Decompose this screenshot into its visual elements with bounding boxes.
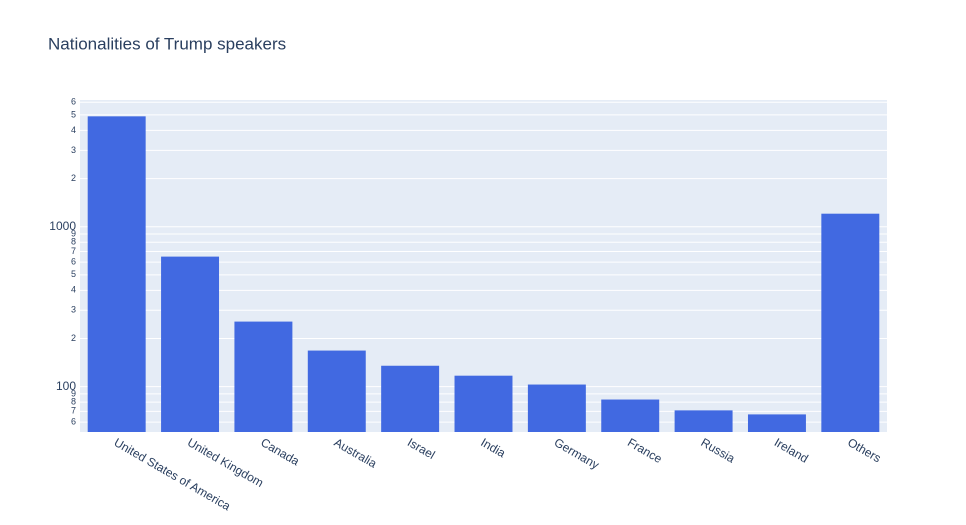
bar bbox=[527, 384, 586, 432]
y-tick-label: 100 bbox=[56, 379, 76, 393]
y-tick-label: 9 bbox=[71, 228, 76, 238]
y-tick-label: 4 bbox=[71, 125, 76, 135]
y-tick-label: 1000 bbox=[49, 219, 76, 233]
chart-title: Nationalities of Trump speakers bbox=[48, 34, 286, 53]
bar bbox=[454, 375, 513, 432]
bar bbox=[87, 116, 146, 432]
y-tick-label: 2 bbox=[71, 333, 76, 343]
y-tick-label: 9 bbox=[71, 388, 76, 398]
y-tick-label: 2 bbox=[71, 173, 76, 183]
y-tick-label: 4 bbox=[71, 285, 76, 295]
bar bbox=[601, 399, 660, 432]
bar bbox=[381, 365, 440, 432]
bar bbox=[674, 410, 733, 432]
y-tick-label: 7 bbox=[71, 406, 76, 416]
bar bbox=[307, 350, 366, 432]
y-tick-label: 3 bbox=[71, 305, 76, 315]
bar bbox=[821, 213, 880, 432]
bar bbox=[234, 321, 293, 432]
bar bbox=[161, 256, 220, 432]
y-tick-label: 5 bbox=[71, 109, 76, 119]
y-tick-label: 6 bbox=[71, 257, 76, 267]
y-tick-label: 6 bbox=[71, 416, 76, 426]
y-tick-label: 5 bbox=[71, 269, 76, 279]
y-tick-label: 6 bbox=[71, 97, 76, 107]
y-tick-label: 8 bbox=[71, 396, 76, 406]
bar bbox=[747, 414, 806, 432]
y-tick-label: 3 bbox=[71, 145, 76, 155]
y-tick-label: 8 bbox=[71, 237, 76, 247]
y-tick-label: 7 bbox=[71, 246, 76, 256]
